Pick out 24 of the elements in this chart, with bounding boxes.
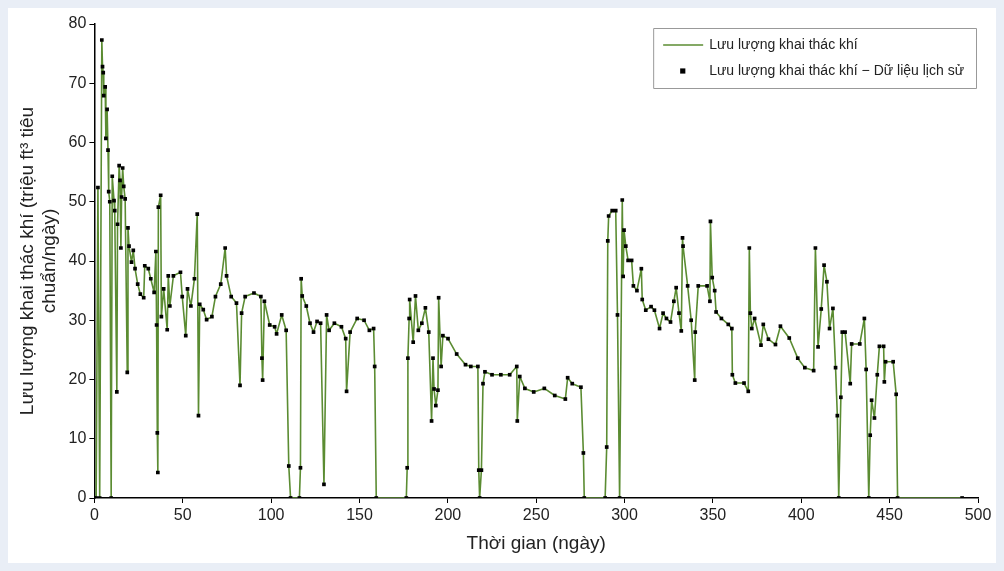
y-tick-label: 60 [68, 132, 87, 150]
legend-label: Lưu lượng khai thác khí [709, 35, 858, 52]
x-tick-label: 50 [173, 506, 192, 524]
x-tick-label: 450 [876, 506, 904, 524]
y-tick-label: 80 [68, 14, 87, 32]
x-tick-label: 150 [346, 506, 373, 524]
x-tick-label: 300 [611, 506, 638, 524]
legend-label: Lưu lượng khai thác khí − Dữ liệu lịch sử [709, 61, 965, 78]
y-tick-label: 20 [68, 369, 87, 387]
x-tick-label: 0 [89, 506, 99, 524]
x-tick-label: 250 [522, 506, 550, 524]
x-tick-label: 500 [964, 506, 992, 524]
y-tick-label: 30 [68, 310, 87, 328]
y-tick-label: 70 [68, 73, 87, 91]
x-tick-label: 200 [434, 506, 462, 524]
x-tick-label: 400 [787, 506, 815, 524]
x-axis-title: Thời gian (ngày) [466, 531, 606, 553]
y-tick-label: 0 [77, 488, 87, 506]
x-tick-label: 350 [699, 506, 727, 524]
y-axis-title: Lưu lượng khai thác khí (triệu ft³ tiêu chuẩn/ngày) [15, 106, 60, 416]
y-tick-label: 10 [68, 429, 87, 447]
y-tick-label: 40 [68, 251, 87, 269]
y-tick-label: 50 [68, 192, 87, 210]
x-tick-label: 100 [257, 506, 285, 524]
